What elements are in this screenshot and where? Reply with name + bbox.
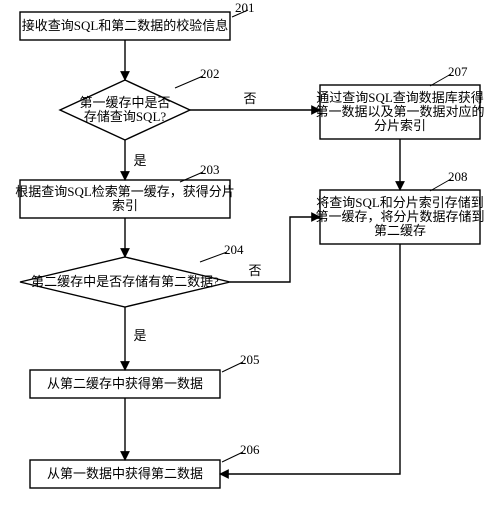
edge-label: 否	[248, 263, 261, 278]
ref-label: 202	[200, 66, 220, 81]
node-text: 第一缓存中是否	[79, 95, 170, 110]
node-text: 从第二缓存中获得第一数据	[47, 376, 203, 391]
leader-line	[200, 252, 227, 262]
leader-line	[430, 179, 451, 191]
ref-label: 201	[235, 0, 255, 15]
flow-node-n201: 接收查询SQL和第二数据的校验信息 201	[20, 0, 255, 40]
ref-label: 208	[448, 169, 468, 184]
flow-edge	[230, 217, 320, 282]
edge-label: 否	[243, 91, 256, 106]
node-text: 根据查询SQL检索第一缓存，获得分片	[15, 184, 235, 199]
leader-line	[222, 452, 243, 462]
node-text: 接收查询SQL和第二数据的校验信息	[22, 18, 229, 33]
node-text: 通过查询SQL查询数据库获得	[316, 90, 484, 105]
ref-label: 205	[240, 352, 260, 367]
node-text: 第二缓存中是否存储有第二数据?	[31, 274, 219, 289]
edge-label: 是	[133, 328, 146, 343]
leader-line	[222, 362, 243, 372]
ref-label: 206	[240, 442, 260, 457]
ref-label: 207	[448, 64, 468, 79]
flow-node-n202: 第一缓存中是否存储查询SQL? 202	[60, 66, 220, 140]
flow-node-n206: 从第一数据中获得第二数据 206	[30, 442, 260, 488]
node-text: 第一缓存，将分片数据存储到	[315, 209, 484, 224]
node-text: 存储查询SQL?	[84, 109, 167, 124]
node-text: 分片索引	[374, 118, 426, 133]
flow-node-n204: 第二缓存中是否存储有第二数据? 204	[20, 242, 244, 307]
node-text: 第二缓存	[374, 223, 426, 238]
node-text: 第一数据以及第一数据对应的	[315, 104, 484, 119]
edge-label: 是	[133, 153, 146, 168]
ref-label: 204	[224, 242, 244, 257]
leader-line	[430, 74, 451, 86]
node-text: 将查询SQL和分片索引存储到	[316, 195, 484, 210]
node-text: 索引	[112, 198, 138, 213]
node-text: 从第一数据中获得第二数据	[47, 466, 203, 481]
leader-line	[175, 76, 203, 88]
flow-node-n205: 从第二缓存中获得第一数据 205	[30, 352, 260, 398]
ref-label: 203	[200, 162, 220, 177]
flow-node-n207: 通过查询SQL查询数据库获得第一数据以及第一数据对应的分片索引 207	[315, 64, 484, 139]
